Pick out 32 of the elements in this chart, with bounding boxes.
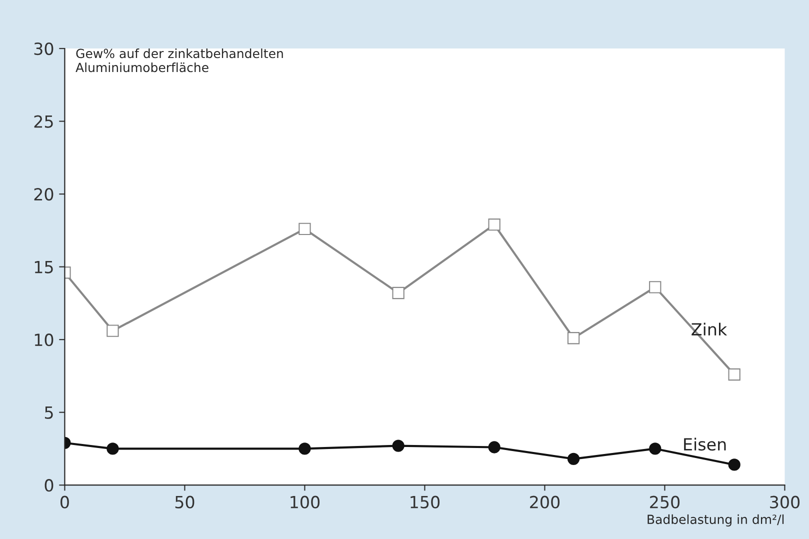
series-label: Eisen — [684, 438, 726, 451]
y-tick-label: 30 — [34, 42, 54, 56]
y-tick-label: 15 — [34, 260, 53, 274]
point — [298, 222, 311, 236]
x-tick-label: 150 — [410, 496, 440, 508]
x-tick-label: 50 — [175, 496, 194, 508]
point — [728, 368, 740, 381]
x-tick-label: 300 — [770, 496, 800, 508]
x-tick-label: 250 — [650, 496, 680, 508]
y-tick-label: 25 — [34, 115, 53, 128]
point — [567, 332, 580, 344]
y-tick-label: 20 — [34, 188, 54, 201]
point — [392, 440, 404, 452]
point — [649, 281, 662, 294]
point — [649, 442, 662, 455]
x-axis-title: Badbelastung in dm²/l — [648, 514, 784, 527]
y-tick-label: 5 — [44, 406, 53, 419]
series-label: Zink — [692, 322, 728, 336]
point — [106, 324, 119, 337]
y-axis-title: Gew% auf der zinkatbehandelten Aluminiumoberfläche — [76, 48, 283, 72]
point — [106, 442, 119, 455]
point — [488, 441, 500, 454]
x-tick-label: 200 — [530, 496, 560, 508]
point — [488, 218, 500, 231]
x-tick-label: 0 — [60, 496, 69, 508]
point — [567, 452, 580, 465]
point — [298, 442, 311, 455]
x-tick-label: 100 — [290, 496, 320, 508]
point — [392, 286, 404, 300]
y-tick-label: 0 — [44, 479, 54, 492]
y-tick-label: 10 — [34, 334, 54, 346]
point — [728, 458, 740, 471]
